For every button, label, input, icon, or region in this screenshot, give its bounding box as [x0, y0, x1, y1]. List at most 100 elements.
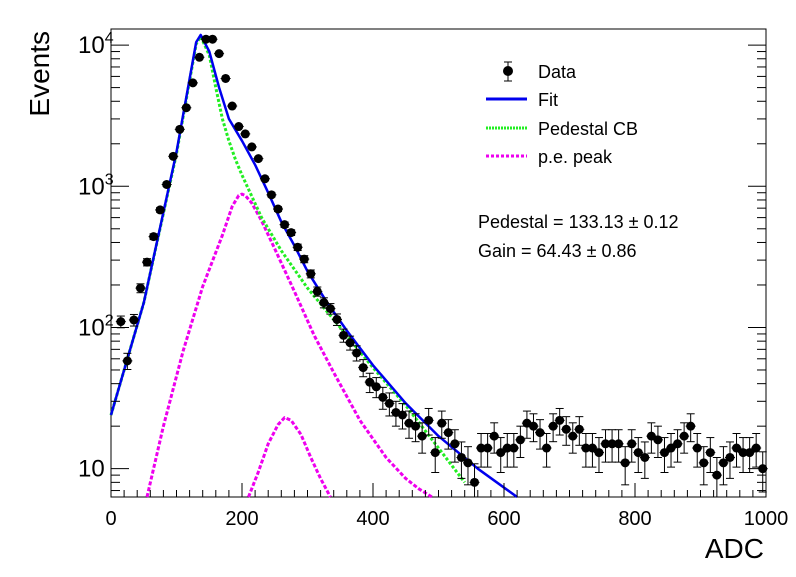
data-point	[587, 433, 598, 468]
data-point-marker	[280, 220, 290, 230]
data-point	[253, 154, 264, 164]
x-tick-label: 200	[225, 508, 258, 530]
data-point-marker	[627, 439, 637, 449]
data-point-marker	[712, 470, 722, 480]
data-point	[711, 456, 722, 498]
pe-peak-curve-2	[247, 416, 332, 498]
data-point	[456, 441, 467, 479]
data-point-marker	[646, 431, 656, 441]
data-point-marker	[122, 356, 132, 366]
data-point	[620, 446, 631, 486]
x-tick-label: 600	[487, 508, 520, 530]
data-point-marker	[450, 439, 460, 449]
data-point-marker	[456, 452, 466, 462]
data-point-marker	[489, 431, 499, 441]
y-tick-label: 104	[78, 30, 114, 59]
y-axis-title: Events	[24, 31, 55, 117]
data-point-marker	[286, 228, 296, 238]
legend-item-pedestal: Pedestal CB	[486, 119, 638, 139]
data-point	[561, 416, 572, 446]
data-point-marker	[692, 443, 702, 453]
data-point-marker	[168, 151, 178, 161]
data-point	[364, 372, 375, 394]
legend: Data Fit Pedestal CB p.e. peak	[486, 61, 638, 167]
data-point-marker	[332, 314, 342, 324]
data-point-marker	[221, 73, 231, 83]
annotation-gain: Gain = 64.43 ± 0.86	[478, 241, 637, 261]
y-tick-label: 10	[78, 456, 105, 483]
data-point	[548, 413, 559, 443]
data-point-marker	[312, 286, 322, 296]
data-point-marker	[371, 382, 381, 392]
data-point	[273, 204, 284, 214]
y-tick-label: 103	[78, 171, 114, 200]
data-point-marker	[653, 435, 663, 445]
data-point	[142, 257, 153, 267]
data-point	[724, 441, 735, 479]
data-point	[705, 437, 716, 473]
data-point	[410, 413, 421, 443]
y-tick-label: 102	[78, 312, 114, 341]
data-point-marker	[247, 142, 257, 152]
data-point	[161, 179, 172, 189]
data-point-marker	[686, 421, 696, 431]
data-point-marker	[339, 330, 349, 340]
data-point-marker	[129, 315, 139, 325]
axis-layer: 0 200 400 600 800 1000 10 102 103 104	[78, 30, 788, 530]
data-point	[246, 142, 257, 152]
data-point-marker	[601, 439, 611, 449]
data-point-marker	[227, 101, 237, 111]
data-point-marker	[502, 443, 512, 453]
annotation-pedestal: Pedestal = 133.13 ± 0.12	[478, 212, 679, 232]
data-point	[731, 433, 742, 468]
data-point	[672, 429, 683, 463]
data-point-marker	[476, 443, 486, 453]
data-point	[652, 425, 663, 458]
data-point	[331, 313, 342, 326]
data-point-marker	[273, 204, 283, 214]
data-point	[227, 101, 238, 111]
data-point	[220, 73, 231, 83]
data-point	[135, 283, 146, 294]
data-point-marker	[515, 435, 525, 445]
data-point	[698, 446, 709, 486]
data-point	[207, 34, 218, 44]
data-point-marker	[548, 421, 558, 431]
pe-peak-curve-1	[145, 192, 433, 499]
data-point-marker	[470, 477, 480, 487]
data-point	[358, 359, 369, 378]
legend-item-pe-peak: p.e. peak	[486, 147, 613, 167]
data-point-marker	[751, 443, 761, 453]
data-point	[345, 335, 356, 351]
data-point	[567, 422, 578, 454]
data-point-marker	[417, 431, 427, 441]
data-point	[744, 437, 755, 473]
data-point	[436, 410, 447, 439]
data-point-marker	[201, 34, 211, 44]
data-point	[168, 151, 179, 161]
legend-data-marker	[503, 66, 513, 76]
data-point	[515, 425, 526, 458]
data-point	[443, 419, 454, 450]
data-point-marker	[607, 439, 617, 449]
data-point-marker	[424, 415, 434, 425]
data-point	[646, 422, 657, 454]
data-point	[299, 254, 310, 264]
data-point	[214, 49, 225, 59]
data-point	[659, 437, 670, 473]
curve-layer	[109, 33, 518, 499]
data-point	[286, 228, 297, 238]
data-point-marker	[384, 398, 394, 408]
data-point-marker	[194, 52, 204, 62]
data-point	[187, 78, 198, 88]
data-point	[554, 407, 565, 436]
data-point-marker	[535, 428, 545, 438]
data-point-marker	[260, 174, 270, 184]
data-point	[626, 429, 637, 463]
data-point	[318, 297, 329, 309]
data-point-marker	[443, 428, 453, 438]
data-point	[115, 315, 126, 329]
data-point-marker	[142, 257, 152, 267]
data-point-marker	[208, 34, 218, 44]
data-point-marker	[162, 179, 172, 189]
